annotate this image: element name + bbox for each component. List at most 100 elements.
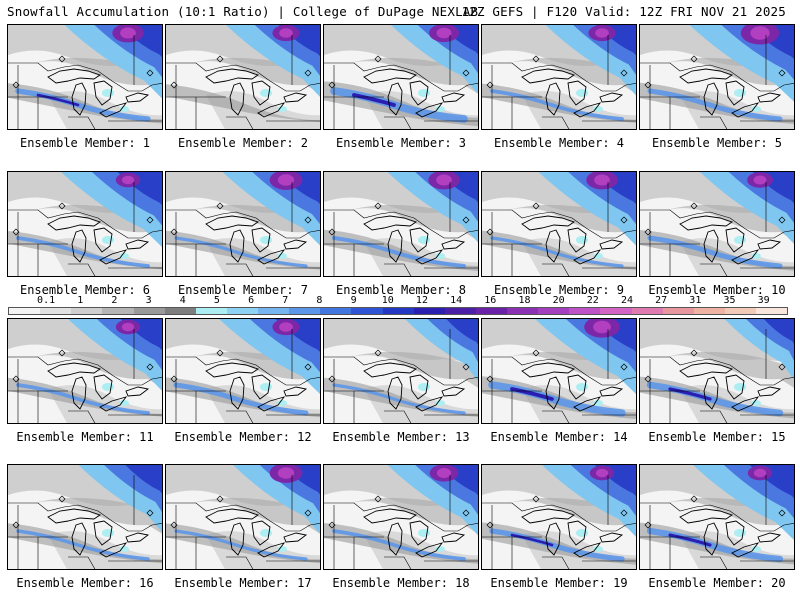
colorbar-swatch [600, 308, 632, 314]
snowfall-map [640, 319, 794, 423]
snowfall-map [482, 465, 636, 569]
model-run-info: 12Z GEFS | F120 Valid: 12Z FRI NOV 21 20… [461, 4, 786, 19]
colorbar-label: 22 [586, 295, 599, 306]
colorbar-label: 9 [350, 295, 357, 306]
ensemble-member-label: Ensemble Member: 16 [16, 576, 154, 590]
colorbar-swatch [71, 308, 103, 314]
ensemble-member-map [323, 24, 479, 130]
ensemble-member-label: Ensemble Member: 2 [177, 136, 309, 150]
ensemble-member-label: Ensemble Member: 6 [19, 283, 151, 297]
snowfall-map [166, 319, 320, 423]
colorbar-label: 20 [552, 295, 565, 306]
ensemble-member-label: Ensemble Member: 19 [490, 576, 628, 590]
snowfall-map [482, 25, 636, 129]
snowfall-map [640, 465, 794, 569]
snowfall-map [8, 25, 162, 129]
colorbar-label: 7 [282, 295, 289, 306]
ensemble-member-label: Ensemble Member: 8 [335, 283, 467, 297]
ensemble-member-label: Ensemble Member: 14 [490, 430, 628, 444]
snowfall-colorbar: 0.1 1 2 3 4 5 6 7 8 9 10 12 14 16 18 20 22 24 27 31 35 39 [8, 295, 788, 317]
colorbar-label: 35 [723, 295, 736, 306]
colorbar-swatch [693, 308, 725, 314]
ensemble-member-map [323, 171, 479, 277]
colorbar-labels: 0.1 1 2 3 4 5 6 7 8 9 10 12 14 16 18 20 22 24 27 31 35 39 [8, 295, 788, 307]
ensemble-member-label: Ensemble Member: 10 [648, 283, 786, 297]
colorbar-label: 5 [213, 295, 220, 306]
colorbar-swatch [413, 308, 445, 314]
ensemble-member-map [639, 171, 795, 277]
ensemble-member-label: Ensemble Member: 9 [493, 283, 625, 297]
chart-title: Snowfall Accumulation (10:1 Ratio) | Col… [7, 4, 479, 19]
snowfall-map [324, 319, 478, 423]
colorbar-label: 2 [111, 295, 118, 306]
colorbar-swatch [631, 308, 663, 314]
colorbar-swatch [382, 308, 414, 314]
ensemble-member-label: Ensemble Member: 15 [648, 430, 786, 444]
ensemble-member-map [165, 24, 321, 130]
ensemble-member-map [481, 464, 637, 570]
snowfall-map [166, 172, 320, 276]
colorbar-swatch [444, 308, 476, 314]
colorbar-swatch [40, 308, 72, 314]
colorbar-swatch [102, 308, 134, 314]
colorbar-swatch [195, 308, 227, 314]
colorbar-swatch [662, 308, 694, 314]
ensemble-member-map [7, 318, 163, 424]
ensemble-member-map [323, 318, 479, 424]
ensemble-member-label: Ensemble Member: 12 [174, 430, 312, 444]
ensemble-member-label: Ensemble Member: 4 [493, 136, 625, 150]
colorbar-swatch [289, 308, 321, 314]
ensemble-member-map [7, 464, 163, 570]
ensemble-member-label: Ensemble Member: 7 [177, 283, 309, 297]
ensemble-member-map [481, 24, 637, 130]
snowfall-map [324, 465, 478, 569]
colorbar-swatch [475, 308, 507, 314]
colorbar-label: 18 [518, 295, 531, 306]
colorbar-swatch [9, 308, 41, 314]
colorbar-label: 12 [415, 295, 428, 306]
ensemble-member-map [7, 171, 163, 277]
colorbar-swatch [507, 308, 539, 314]
colorbar-swatch [724, 308, 756, 314]
colorbar-swatch [258, 308, 290, 314]
ensemble-member-map [639, 318, 795, 424]
colorbar-swatch [133, 308, 165, 314]
colorbar-label: 14 [450, 295, 463, 306]
snowfall-map [640, 25, 794, 129]
snowfall-map [8, 465, 162, 569]
ensemble-member-map [165, 464, 321, 570]
ensemble-member-map [165, 318, 321, 424]
colorbar-label: 4 [179, 295, 186, 306]
colorbar-label: 31 [689, 295, 702, 306]
snowfall-map [482, 319, 636, 423]
snowfall-map [166, 25, 320, 129]
ensemble-member-map [639, 24, 795, 130]
colorbar-swatch [226, 308, 258, 314]
colorbar-label: 10 [381, 295, 394, 306]
ensemble-member-label: Ensemble Member: 17 [174, 576, 312, 590]
snowfall-map [482, 172, 636, 276]
colorbar-swatch [756, 308, 788, 314]
snowfall-map [324, 172, 478, 276]
colorbar-swatch [569, 308, 601, 314]
colorbar-label: 27 [655, 295, 668, 306]
ensemble-member-map [639, 464, 795, 570]
colorbar-swatch [538, 308, 570, 314]
colorbar-swatch [320, 308, 352, 314]
colorbar-label: 6 [248, 295, 255, 306]
ensemble-member-map [7, 24, 163, 130]
colorbar-label: 8 [316, 295, 323, 306]
colorbar-label: 16 [484, 295, 497, 306]
snowfall-map [324, 25, 478, 129]
ensemble-member-label: Ensemble Member: 3 [335, 136, 467, 150]
colorbar-label: 1 [77, 295, 84, 306]
snowfall-map [8, 172, 162, 276]
snowfall-map [166, 465, 320, 569]
ensemble-member-label: Ensemble Member: 5 [651, 136, 783, 150]
colorbar-label: 39 [757, 295, 770, 306]
ensemble-member-label: Ensemble Member: 1 [19, 136, 151, 150]
snowfall-map [640, 172, 794, 276]
colorbar-swatches [8, 307, 788, 315]
ensemble-member-map [323, 464, 479, 570]
snowfall-map [8, 319, 162, 423]
